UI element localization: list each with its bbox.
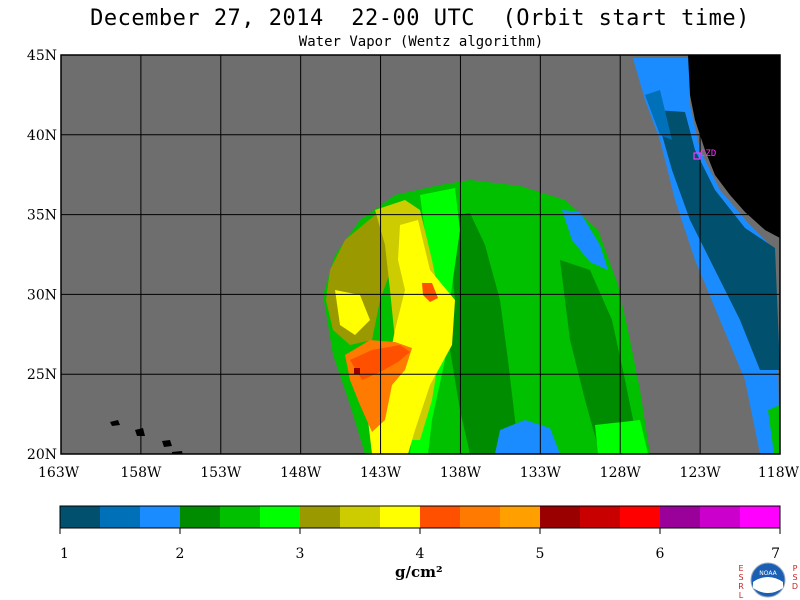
colorbar-cell (300, 506, 341, 528)
longitude-label: 138W (440, 465, 482, 481)
swath-red-orange (350, 345, 410, 380)
coastal-water-teal (655, 110, 780, 370)
longitude-label: 128W (600, 465, 642, 481)
colorbar-cell (580, 506, 621, 528)
colorbar-cell (220, 506, 261, 528)
swath-bright-green-se (595, 420, 648, 454)
colorbar-cell (460, 506, 501, 528)
swath-red-orange-patch (422, 283, 438, 302)
colorbar-cell (260, 506, 301, 528)
colorbar-tick-label: 5 (536, 546, 545, 562)
longitude-label: 148W (280, 465, 322, 481)
colorbar-tick-label: 4 (416, 546, 425, 562)
colorbar-units: g/cm² (395, 563, 443, 581)
latitude-label: 25N (27, 367, 57, 383)
longitude-label: 133W (520, 465, 562, 481)
longitude-label: 143W (360, 465, 402, 481)
swath-dark-green (450, 213, 520, 454)
colorbar-cell (100, 506, 141, 528)
map-title: December 27, 2014 22-00 UTC (Orbit start… (90, 6, 750, 31)
station-marker-icon (693, 152, 701, 160)
swath-yellow-west (335, 290, 370, 335)
colorbar-cell (180, 506, 221, 528)
coastal-water-mid (645, 90, 672, 140)
longitude-label: 118W (758, 465, 800, 481)
colorbar-cell (420, 506, 461, 528)
colorbar-cell (140, 506, 181, 528)
colorbar-cell (380, 506, 421, 528)
plot-border (60, 54, 781, 455)
colorbar-tick-label: 3 (296, 546, 305, 562)
colorbar-cell (620, 506, 661, 528)
land-mass (688, 55, 780, 238)
colorbar-tick-label: 1 (60, 546, 69, 562)
latitude-labels: 45N 40N 35N 30N 25N 20N (27, 48, 57, 463)
latitude-label: 20N (27, 447, 57, 463)
map-subtitle: Water Vapor (Wentz algorithm) (298, 34, 544, 50)
colorbar-tick-label: 2 (176, 546, 185, 562)
longitude-label: 158W (120, 465, 162, 481)
island (110, 420, 120, 426)
colorbar-cell (540, 506, 581, 528)
colorbar-cell (60, 506, 101, 528)
colorbar-cell (340, 506, 381, 528)
swath-blue-ne (562, 210, 608, 270)
colorbar-tick-label: 7 (771, 546, 780, 562)
longitude-label: 163W (38, 465, 80, 481)
longitude-label: 123W (680, 465, 722, 481)
island (135, 428, 145, 436)
colorbar-tick-label: 6 (656, 546, 665, 562)
colorbar-cell (740, 506, 781, 528)
longitude-labels: 163W 158W 153W 148W 143W 138W 133W 128W 123W 118W (38, 465, 800, 481)
logo-center-text: NOAA (759, 570, 777, 577)
coastal-green-tip (768, 405, 780, 454)
station-label: CZD (700, 149, 716, 159)
grid-lines (61, 55, 780, 454)
colorbar-cell (660, 506, 701, 528)
colorbar-cell (500, 506, 541, 528)
swath-dark-red-spot (354, 368, 360, 374)
latitude-label: 40N (27, 128, 57, 144)
longitude-label: 153W (200, 465, 242, 481)
latitude-label: 45N (27, 48, 57, 64)
swath-blue-south (495, 420, 560, 454)
latitude-label: 35N (27, 208, 57, 224)
colorbar-cell (700, 506, 741, 528)
latitude-label: 30N (27, 287, 57, 303)
island (162, 440, 172, 447)
